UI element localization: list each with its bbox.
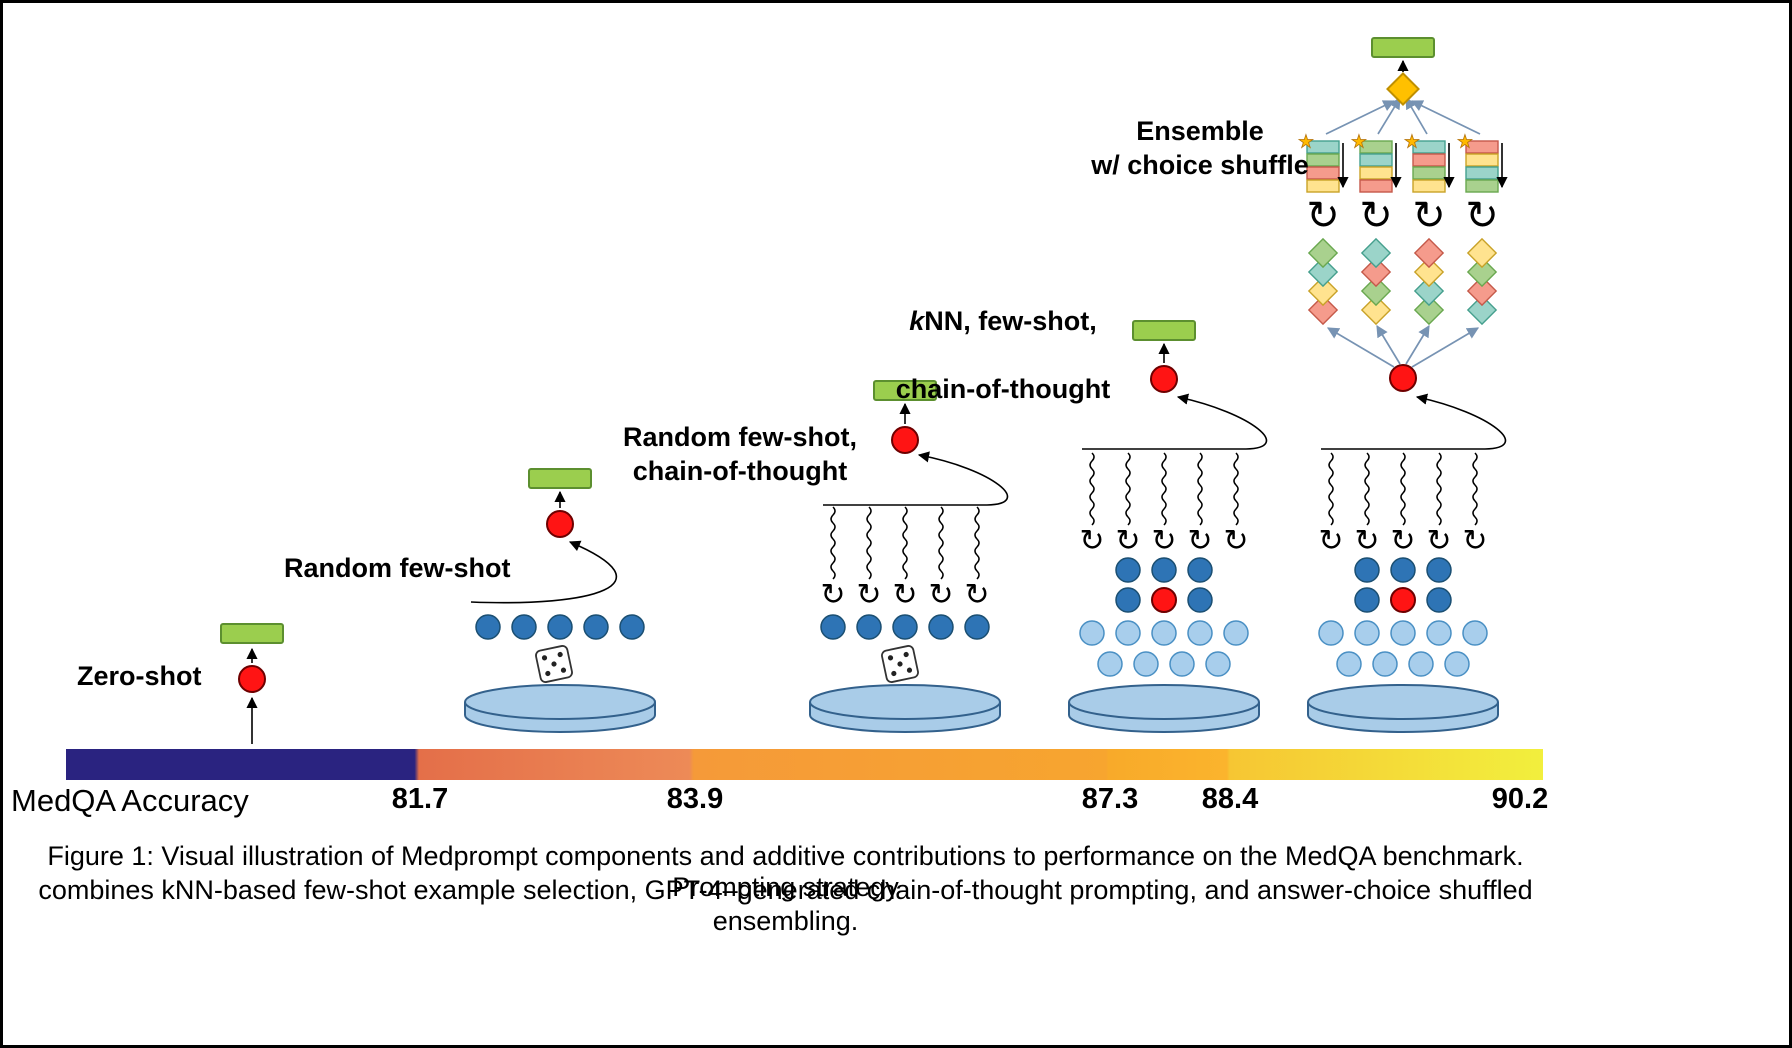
choice-stack [1413,237,1445,326]
choice-stack [1360,237,1392,326]
cycle-icon: ↻ [1390,524,1415,559]
database-disk [809,684,1001,733]
cycle-icon: ↻ [1318,524,1343,559]
cycle-icon: ↻ [1426,524,1451,559]
cycle-icon: ↻ [1223,524,1248,559]
stage-random-few-shot [464,468,656,733]
cycle-icon: ↻ [1354,524,1379,559]
query-in-cluster [1390,587,1416,613]
knn-cluster [1318,557,1488,677]
stage-knn-few-shot-cot: ↻ ↻ ↻ ↻ ↻ [1068,320,1268,733]
query-circle [1389,364,1417,392]
database-disk [464,684,656,733]
tick-87-3: 87.3 [1081,783,1139,815]
answer-list-stacks: ★ ★ ★ ★ [1298,131,1508,193]
label-zero-shot: Zero-shot [77,661,202,691]
query-circle [546,510,574,538]
accuracy-gradient-bar [66,749,1543,780]
database-disk [1307,684,1499,733]
label-knn-line2: chain-of-thought [895,374,1111,404]
tick-81-7: 81.7 [391,783,449,815]
iteration-icons: ↻ ↻ ↻ ↻ ↻ [820,578,989,613]
shuffle-iteration-icons: ↻ ↻ ↻ ↻ [1306,193,1499,239]
cycle-icon: ↻ [1412,193,1446,239]
database-disk [1068,684,1260,733]
tick-90-2: 90.2 [1491,783,1549,815]
dice-icon [880,644,920,684]
answer-box [1132,320,1196,341]
label-knn-line1: kNN, few-shot, [863,304,1143,338]
figure-caption-line1: Figure 1: Visual illustration of Medprom… [47,841,1524,902]
label-random-few-shot: Random few-shot [284,553,511,583]
answer-box [1371,37,1435,58]
stage-ensemble: ↻ ↻ ↻ ↻ ↻ [1298,37,1508,733]
tick-83-9: 83.9 [666,783,724,815]
cycle-icon: ↻ [820,578,845,613]
example-circles [475,614,645,640]
star-icon: ★ [1351,132,1367,153]
choice-stack [1307,237,1339,326]
cycle-icon: ↻ [1151,524,1176,559]
dice-icon [534,644,574,684]
query-circle [891,426,919,454]
shuffled-choice-stacks [1307,237,1498,326]
label-knn-few-shot-cot: kNN, few-shot, chain-of-thought [863,270,1143,440]
stage-zero-shot [220,623,284,744]
tick-88-4: 88.4 [1201,783,1259,815]
star-icon: ★ [1298,132,1314,153]
star-icon: ★ [1404,132,1420,153]
cycle-icon: ↻ [1465,193,1499,239]
knn-cluster [1079,557,1249,677]
knn-italic-k: k [909,306,925,336]
diagram-layer: ↻ ↻ ↻ ↻ ↻ [220,37,1508,744]
query-in-cluster [1151,587,1177,613]
example-circles [820,614,990,640]
answer-box [873,380,937,401]
answer-list: ★ [1298,131,1349,193]
cycle-icon: ↻ [964,578,989,613]
cycle-icon: ↻ [1359,193,1393,239]
aggregator-diamond [1386,72,1420,106]
query-circle [1150,365,1178,393]
prompt-curve-arrow [1176,393,1268,450]
cycle-icon: ↻ [1306,193,1340,239]
iteration-icons: ↻ ↻ ↻ ↻ ↻ [1079,524,1248,559]
cot-squiggles [830,506,980,580]
cycle-icon: ↻ [856,578,881,613]
knn-line1-rest: NN, few-shot, [924,306,1097,336]
iteration-icons: ↻ ↻ ↻ ↻ ↻ [1318,524,1487,559]
star-icon: ★ [1457,132,1473,153]
answer-list: ★ [1351,131,1402,193]
axis-label: MedQA Accuracy [11,783,249,818]
cot-squiggles [1089,452,1239,526]
prompt-curve-arrow [470,540,618,604]
cycle-icon: ↻ [1115,524,1140,559]
cot-squiggles [1328,452,1478,526]
prompt-curve-arrow [1415,393,1507,450]
label-random-few-shot-cot: Random few-shot, chain-of-thought [623,422,857,486]
figure-caption-line2: combines kNN-based few-shot example sele… [38,875,1533,936]
cycle-icon: ↻ [892,578,917,613]
answer-box [528,468,592,489]
shuffle-fanout-arrows [1326,324,1480,368]
cycle-icon: ↻ [1187,524,1212,559]
answer-list: ★ [1457,131,1508,193]
cycle-icon: ↻ [1079,524,1104,559]
label-ensemble: Ensemble w/ choice shuffle [1091,116,1309,180]
ensemble-converge-arrows [1325,96,1481,135]
stage-random-few-shot-cot: ↻ ↻ ↻ ↻ ↻ [809,380,1009,733]
cycle-icon: ↻ [1462,524,1487,559]
choice-stack [1466,237,1498,326]
answer-box [220,623,284,644]
answer-list: ★ [1404,131,1455,193]
query-circle [238,665,266,693]
cycle-icon: ↻ [928,578,953,613]
prompt-curve-arrow [917,451,1009,506]
